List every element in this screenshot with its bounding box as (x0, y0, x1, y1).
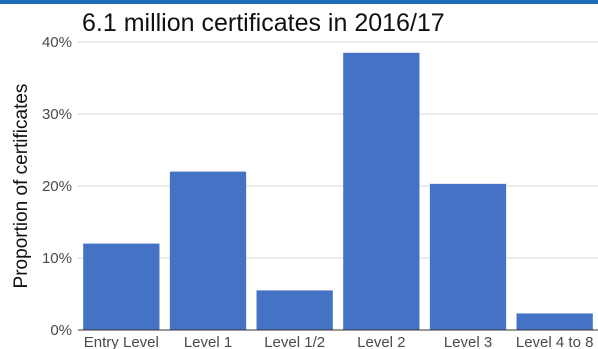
bar-entry-level (83, 243, 160, 330)
top-accent-bar (0, 0, 598, 4)
y-tick-label-0: 0% (50, 322, 72, 339)
x-tick-label-level-4-to-8: Level 4 to 8 (516, 334, 594, 349)
y-axis-label: Proportion of certificates (11, 84, 32, 289)
y-tick-label-30: 30% (42, 106, 72, 123)
chart-title: 6.1 million certificates in 2016/17 (82, 9, 445, 37)
x-tick-label-level-3: Level 3 (444, 334, 492, 349)
y-tick-label-40: 40% (42, 34, 72, 51)
x-tick-label-level-1-2: Level 1/2 (264, 334, 325, 349)
x-tick-label-level-1: Level 1 (184, 334, 232, 349)
x-tick-label-entry-level: Entry Level (84, 334, 159, 349)
bar-level-3 (429, 183, 507, 330)
bar-level-4-to-8 (516, 313, 593, 330)
y-tick-label-10: 10% (42, 250, 72, 267)
x-tick-label-level-2: Level 2 (357, 334, 405, 349)
bar-level-1 (169, 171, 247, 330)
bar-level-2 (343, 52, 420, 331)
y-tick-label-20: 20% (42, 178, 72, 195)
bar-level-1-2 (256, 290, 333, 330)
